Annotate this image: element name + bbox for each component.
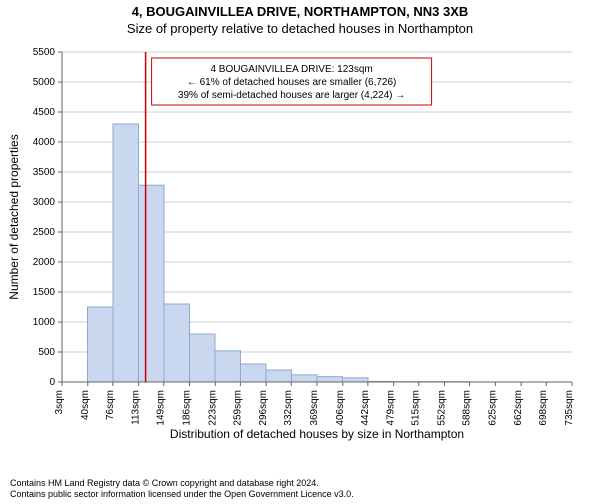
svg-text:1000: 1000 bbox=[33, 317, 56, 328]
svg-text:Distribution of detached house: Distribution of detached houses by size … bbox=[170, 427, 464, 441]
svg-text:40sqm: 40sqm bbox=[80, 390, 91, 420]
svg-text:2000: 2000 bbox=[33, 257, 56, 268]
svg-text:479sqm: 479sqm bbox=[386, 390, 397, 426]
svg-text:223sqm: 223sqm bbox=[207, 390, 218, 426]
svg-text:3sqm: 3sqm bbox=[54, 390, 65, 414]
svg-text:500: 500 bbox=[38, 347, 55, 358]
svg-text:5500: 5500 bbox=[33, 47, 56, 58]
svg-text:4 BOUGAINVILLEA DRIVE: 123sqm: 4 BOUGAINVILLEA DRIVE: 123sqm bbox=[210, 64, 372, 75]
svg-text:186sqm: 186sqm bbox=[182, 390, 193, 426]
svg-text:3500: 3500 bbox=[33, 167, 56, 178]
svg-text:662sqm: 662sqm bbox=[513, 390, 524, 426]
svg-text:← 61% of detached houses are s: ← 61% of detached houses are smaller (6,… bbox=[187, 77, 397, 88]
svg-text:625sqm: 625sqm bbox=[487, 390, 498, 426]
svg-text:4500: 4500 bbox=[33, 107, 56, 118]
svg-text:39% of semi-detached houses ar: 39% of semi-detached houses are larger (… bbox=[178, 90, 405, 101]
page-title: 4, BOUGAINVILLEA DRIVE, NORTHAMPTON, NN3… bbox=[0, 4, 600, 19]
svg-text:552sqm: 552sqm bbox=[437, 390, 448, 426]
svg-text:1500: 1500 bbox=[33, 287, 56, 298]
footer-line-2: Contains public sector information licen… bbox=[10, 489, 354, 500]
svg-text:698sqm: 698sqm bbox=[538, 390, 549, 426]
footer-attribution: Contains HM Land Registry data © Crown c… bbox=[10, 478, 354, 500]
svg-text:332sqm: 332sqm bbox=[283, 390, 294, 426]
svg-text:4000: 4000 bbox=[33, 137, 56, 148]
svg-text:0: 0 bbox=[49, 377, 55, 388]
svg-text:76sqm: 76sqm bbox=[105, 390, 116, 420]
svg-text:442sqm: 442sqm bbox=[360, 390, 371, 426]
svg-text:3000: 3000 bbox=[33, 197, 56, 208]
chart-svg: 0 500 1000 1500 2000 2500 3000 3500 4000 4500 5000… bbox=[0, 42, 600, 442]
svg-text:259sqm: 259sqm bbox=[232, 390, 243, 426]
page-subtitle: Size of property relative to detached ho… bbox=[0, 21, 600, 36]
svg-text:515sqm: 515sqm bbox=[411, 390, 422, 426]
svg-text:5000: 5000 bbox=[33, 77, 56, 88]
histogram-chart: 0 500 1000 1500 2000 2500 3000 3500 4000 4500 5000… bbox=[0, 42, 600, 442]
svg-text:588sqm: 588sqm bbox=[462, 390, 473, 426]
svg-text:296sqm: 296sqm bbox=[258, 390, 269, 426]
svg-text:735sqm: 735sqm bbox=[564, 390, 575, 426]
svg-text:113sqm: 113sqm bbox=[131, 390, 142, 425]
svg-text:406sqm: 406sqm bbox=[335, 390, 346, 426]
svg-text:2500: 2500 bbox=[33, 227, 56, 238]
svg-text:369sqm: 369sqm bbox=[309, 390, 320, 426]
svg-text:Number of detached properties: Number of detached properties bbox=[7, 134, 21, 299]
svg-text:149sqm: 149sqm bbox=[156, 390, 167, 426]
footer-line-1: Contains HM Land Registry data © Crown c… bbox=[10, 478, 354, 489]
